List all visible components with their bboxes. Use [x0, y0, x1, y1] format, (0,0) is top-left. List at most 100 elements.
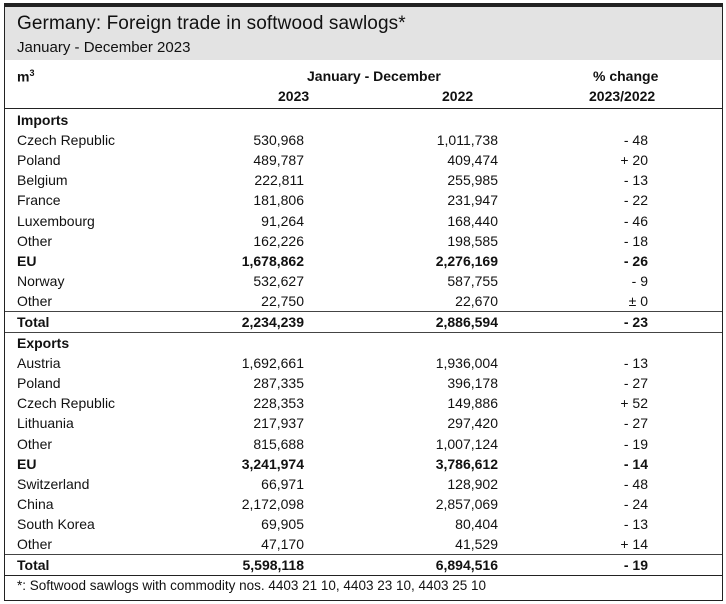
subtotal-row: EU 3,241,974 3,786,612 - 14: [5, 454, 722, 474]
value-2023: 489,787: [253, 152, 304, 169]
value-2023: 66,971: [261, 475, 304, 492]
value-2023: 532,627: [253, 272, 304, 289]
percent-change: - 27: [623, 415, 648, 432]
value-2022: 409,474: [447, 152, 498, 169]
row-label: Switzerland: [17, 475, 90, 492]
percent-change: - 24: [623, 495, 648, 512]
row-label: Other: [17, 435, 53, 452]
value-2023: 3,241,974: [241, 455, 304, 472]
row-label: Lithuania: [17, 415, 74, 432]
table-row: South Korea 69,905 80,404 - 13: [5, 514, 722, 534]
value-2023: 162,226: [253, 232, 304, 249]
percent-change: - 46: [623, 212, 648, 229]
percent-change: [498, 332, 648, 354]
value-2022: 1,011,738: [436, 132, 498, 149]
row-padding: [648, 271, 722, 291]
table-row: Austria 1,692,661 1,936,004 - 13: [5, 353, 722, 373]
table-row: China 2,172,098 2,857,069 - 24: [5, 494, 722, 514]
row-padding: [648, 332, 722, 354]
section-row: Imports: [5, 110, 722, 130]
value-2022: 587,755: [447, 272, 498, 289]
table-row: Poland 489,787 409,474 + 20: [5, 150, 722, 170]
value-2023: 287,335: [253, 375, 304, 392]
row-padding: [648, 210, 722, 230]
table-row: Lithuania 217,937 297,420 - 27: [5, 413, 722, 433]
row-padding: [648, 231, 722, 251]
percent-change: - 48: [623, 475, 648, 492]
row-padding: [648, 353, 722, 373]
table-row: Czech Republic 530,968 1,011,738 - 48: [5, 130, 722, 150]
table-row: Poland 287,335 396,178 - 27: [5, 373, 722, 393]
value-2023: 47,170: [261, 536, 304, 553]
row-label: China: [17, 495, 54, 512]
value-2023: 1,678,862: [241, 252, 304, 269]
percent-change: - 13: [623, 515, 648, 532]
trade-table-body: Imports Czech Republic 530,968 1,011,738 - 4…: [5, 110, 722, 576]
row-label: Austria: [17, 355, 61, 372]
row-label: Exports: [5, 332, 207, 354]
row-label: Total: [5, 554, 207, 576]
footer-divider: [5, 575, 722, 576]
row-label: Czech Republic: [17, 395, 116, 412]
row-label: Other: [17, 232, 53, 249]
percent-change: - 14: [623, 455, 648, 472]
unit-label: m: [17, 68, 30, 85]
row-label: Belgium: [17, 172, 68, 189]
row-label: Other: [17, 536, 53, 553]
percent-change: - 23: [498, 310, 648, 333]
table-frame: Germany: Foreign trade in softwood sawlo…: [4, 3, 723, 601]
change-header-line2: 2023/2022: [589, 88, 656, 104]
row-padding: [648, 190, 722, 210]
value-2022: 2,857,069: [435, 495, 498, 512]
row-label: EU: [17, 252, 37, 269]
row-padding: [648, 393, 722, 413]
value-2023: 217,937: [253, 415, 304, 432]
value-2023: 22,750: [261, 292, 304, 309]
year-2023-header: 2023: [278, 88, 310, 104]
value-2022: 2,886,594: [304, 310, 498, 333]
value-2022: [304, 110, 498, 130]
value-2023: 228,353: [253, 395, 304, 412]
table-row: Other 815,688 1,007,124 - 19: [5, 434, 722, 454]
value-2022: 22,670: [455, 292, 498, 309]
value-2023: [207, 332, 304, 354]
percent-change: + 52: [620, 395, 648, 412]
table-row: France 181,806 231,947 - 22: [5, 190, 722, 210]
value-2023: [207, 110, 304, 130]
percent-change: - 9: [631, 272, 648, 289]
table-row: Norway 532,627 587,755 - 9: [5, 271, 722, 291]
table-row: Czech Republic 228,353 149,886 + 52: [5, 393, 722, 413]
row-label: Total: [5, 310, 207, 333]
change-header-line1: % change: [593, 68, 659, 84]
row-label: Norway: [17, 272, 65, 289]
value-2023: 69,905: [261, 515, 304, 532]
value-2023: 91,264: [261, 212, 304, 229]
value-2023: 530,968: [253, 132, 304, 149]
year-2022-header: 2022: [442, 88, 474, 104]
percent-change: - 19: [498, 554, 648, 576]
percent-change: - 48: [623, 132, 648, 149]
value-2023: 1,692,661: [241, 355, 304, 372]
row-padding: [648, 150, 722, 170]
row-label: Other: [17, 292, 53, 309]
value-2023: 181,806: [253, 192, 304, 209]
row-padding: [648, 534, 722, 555]
value-2022: 80,404: [455, 515, 498, 532]
total-row: Total 5,598,118 6,894,516- 19: [5, 554, 722, 576]
table-row: Switzerland 66,971 128,902 - 48: [5, 474, 722, 494]
percent-change: - 18: [623, 232, 648, 249]
value-2023: 2,234,239: [207, 310, 304, 333]
percent-change: - 22: [623, 192, 648, 209]
percent-change: + 14: [620, 536, 648, 553]
section-row: Exports: [5, 332, 722, 354]
row-padding: [648, 291, 722, 312]
unit-superscript: 3: [29, 68, 35, 78]
value-2023: 815,688: [253, 435, 304, 452]
row-label: Luxembourg: [17, 212, 95, 229]
unit-header: m3: [17, 68, 34, 85]
row-label: South Korea: [17, 515, 95, 532]
value-2023: 222,811: [254, 172, 304, 189]
subtotal-row: EU 1,678,862 2,276,169 - 26: [5, 251, 722, 271]
value-2022: 396,178: [447, 375, 498, 392]
value-2022: 1,007,124: [435, 435, 498, 452]
